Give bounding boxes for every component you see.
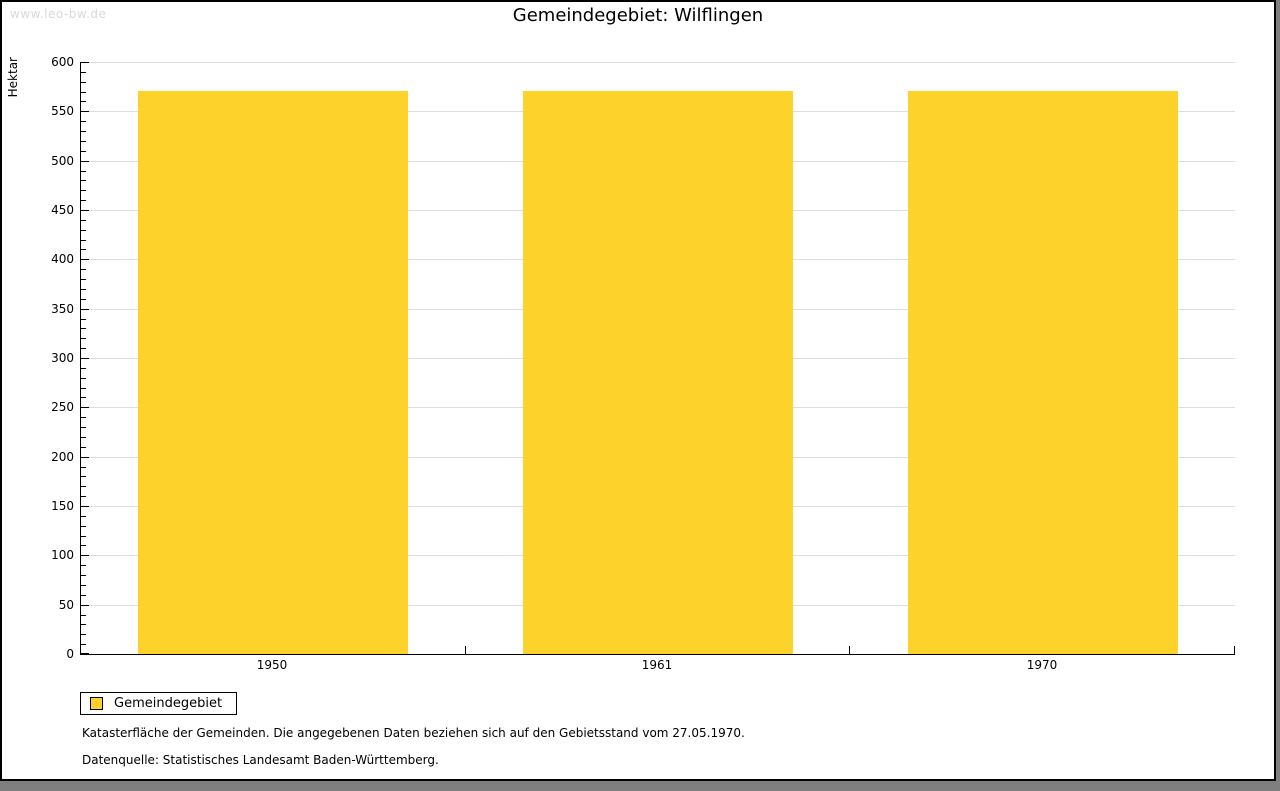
y-minor-tick <box>81 249 86 250</box>
y-minor-tick <box>81 536 86 537</box>
y-major-tick <box>81 457 89 458</box>
y-tick-label: 100 <box>51 548 74 562</box>
y-tick-label: 150 <box>51 499 74 513</box>
y-minor-tick <box>81 516 86 517</box>
y-major-tick <box>81 62 89 63</box>
y-major-tick <box>81 210 89 211</box>
y-minor-tick <box>81 220 86 221</box>
y-minor-tick <box>81 447 86 448</box>
legend-box: Gemeindegebiet <box>80 692 238 715</box>
y-minor-tick <box>81 101 86 102</box>
plot-area <box>80 62 1235 655</box>
y-minor-tick <box>81 200 86 201</box>
y-tick-label: 250 <box>51 400 74 414</box>
x-tick-label: 1950 <box>256 658 288 672</box>
bar-1961 <box>523 91 793 654</box>
y-minor-tick <box>81 151 86 152</box>
y-major-tick <box>81 506 89 507</box>
y-tick-label: 300 <box>51 351 74 365</box>
y-minor-tick <box>81 486 86 487</box>
y-minor-tick <box>81 437 86 438</box>
y-major-tick <box>81 555 89 556</box>
y-minor-tick <box>81 338 86 339</box>
footnote-source-note: Katasterfläche der Gemeinden. Die angege… <box>82 726 745 740</box>
x-boundary-tick <box>465 646 466 654</box>
y-minor-tick <box>81 240 86 241</box>
x-tick-label: 1961 <box>641 658 673 672</box>
bar-1950 <box>138 91 408 654</box>
y-minor-tick <box>81 230 86 231</box>
y-minor-tick <box>81 397 86 398</box>
y-minor-tick <box>81 299 86 300</box>
y-minor-tick <box>81 121 86 122</box>
y-tick-label: 500 <box>51 154 74 168</box>
y-minor-tick <box>81 171 86 172</box>
y-minor-tick <box>81 545 86 546</box>
y-minor-tick <box>81 82 86 83</box>
y-tick-label: 50 <box>58 598 74 612</box>
footnote-data-source: Datenquelle: Statistisches Landesamt Bad… <box>82 753 439 767</box>
y-minor-tick <box>81 476 86 477</box>
y-major-tick <box>81 111 89 112</box>
y-major-tick <box>81 653 89 654</box>
y-minor-tick <box>81 131 86 132</box>
y-minor-tick <box>81 279 86 280</box>
y-minor-tick <box>81 496 86 497</box>
y-minor-tick <box>81 141 86 142</box>
y-minor-tick <box>81 269 86 270</box>
y-minor-tick <box>81 575 86 576</box>
y-minor-tick <box>81 624 86 625</box>
x-tick-label: 1970 <box>1026 658 1058 672</box>
y-minor-tick <box>81 526 86 527</box>
y-tick-label: 0 <box>66 647 74 661</box>
y-minor-tick <box>81 595 86 596</box>
y-gridline <box>81 62 1235 63</box>
y-tick-label: 350 <box>51 302 74 316</box>
y-minor-tick <box>81 615 86 616</box>
y-major-tick <box>81 259 89 260</box>
x-boundary-tick <box>849 646 850 654</box>
y-minor-tick <box>81 72 86 73</box>
legend-label: Gemeindegebiet <box>114 696 223 711</box>
y-minor-tick <box>81 348 86 349</box>
y-major-tick <box>81 309 89 310</box>
y-major-tick <box>81 161 89 162</box>
y-tick-label: 550 <box>51 104 74 118</box>
y-minor-tick <box>81 585 86 586</box>
y-minor-tick <box>81 368 86 369</box>
y-minor-tick <box>81 289 86 290</box>
bar-1970 <box>908 91 1178 654</box>
y-minor-tick <box>81 190 86 191</box>
y-tick-label: 450 <box>51 203 74 217</box>
y-major-tick <box>81 358 89 359</box>
y-minor-tick <box>81 644 86 645</box>
y-minor-tick <box>81 467 86 468</box>
y-tick-label: 200 <box>51 450 74 464</box>
y-minor-tick <box>81 417 86 418</box>
y-major-tick <box>81 605 89 606</box>
y-minor-tick <box>81 180 86 181</box>
y-minor-tick <box>81 634 86 635</box>
chart-title: Gemeindegebiet: Wilflingen <box>512 5 764 26</box>
x-boundary-tick <box>1234 646 1235 654</box>
y-minor-tick <box>81 565 86 566</box>
y-major-tick <box>81 407 89 408</box>
y-minor-tick <box>81 427 86 428</box>
y-minor-tick <box>81 319 86 320</box>
y-tick-label: 600 <box>51 55 74 69</box>
legend-swatch-icon <box>90 697 103 710</box>
watermark: www.leo-bw.de <box>10 7 107 21</box>
y-minor-tick <box>81 388 86 389</box>
y-minor-tick <box>81 328 86 329</box>
y-minor-tick <box>81 92 86 93</box>
y-tick-label: 400 <box>51 252 74 266</box>
y-minor-tick <box>81 378 86 379</box>
